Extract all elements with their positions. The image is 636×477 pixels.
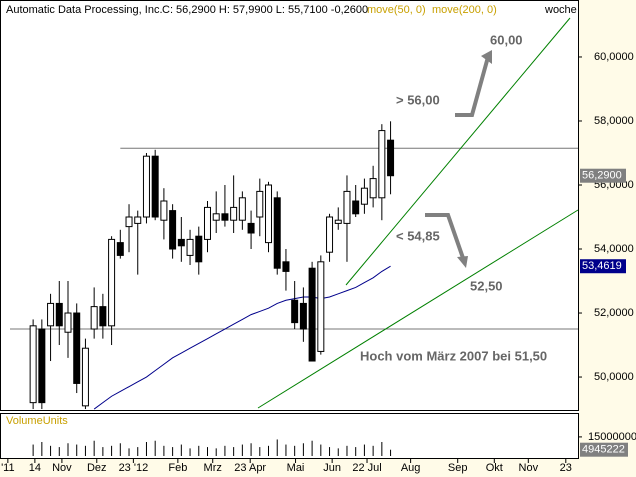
candle-body xyxy=(160,200,168,221)
candle-body xyxy=(125,216,133,228)
candle-body xyxy=(195,235,203,263)
candle-body xyxy=(108,238,116,327)
arrow-head xyxy=(481,50,492,64)
candle-body xyxy=(212,213,220,221)
candle-body xyxy=(256,190,264,218)
y-tick-label: 54,0000 xyxy=(594,243,634,255)
quote: C: 56,2900 H: 57,9900 L: 55,7100 -0,2600 xyxy=(162,4,368,16)
x-tick-label: Aug xyxy=(401,462,421,474)
candle-body xyxy=(55,302,63,327)
arrow-head xyxy=(457,256,468,268)
y-tick-label: 58,0000 xyxy=(594,115,634,127)
candle-body xyxy=(360,187,368,205)
annotation: 60,00 xyxy=(490,32,523,47)
candle-body xyxy=(352,200,360,215)
candle-body xyxy=(38,328,46,404)
axis-strip xyxy=(579,0,636,477)
y-tick-label: 60,0000 xyxy=(594,51,634,63)
trend-line xyxy=(257,209,579,409)
y-tick-label: 52,0000 xyxy=(594,307,634,319)
volume-badge-label: 4945222 xyxy=(582,444,625,456)
price-badge-label: 56,2900 xyxy=(582,170,622,182)
trend-line xyxy=(345,17,571,286)
x-tick-label: 23 xyxy=(560,462,572,474)
candle-body xyxy=(299,302,307,330)
x-tick-label: Mrz xyxy=(204,462,222,474)
x-tick-label: Sep xyxy=(448,462,468,474)
annotation: > 56,00 xyxy=(396,92,440,107)
candle-body xyxy=(203,206,211,240)
x-tick-label: '11 xyxy=(1,462,15,474)
candle-body xyxy=(186,238,194,256)
candle-body xyxy=(47,302,55,327)
candle-body xyxy=(378,130,386,199)
candle-body xyxy=(99,306,107,327)
candle-body xyxy=(177,238,185,247)
volume-label: VolumeUnits xyxy=(6,415,68,427)
candle-body xyxy=(134,216,142,224)
candle-body xyxy=(247,222,255,234)
candle-body xyxy=(116,242,124,256)
annotation: < 54,85 xyxy=(396,228,440,243)
annotation: Hoch vom März 2007 bei 51,50 xyxy=(360,348,547,363)
x-tick-label: Nov xyxy=(52,462,72,474)
price-badge xyxy=(580,259,626,274)
candle-body xyxy=(151,155,159,218)
period: woche xyxy=(544,4,577,16)
arrow xyxy=(455,56,490,117)
candle-body xyxy=(334,219,342,224)
candle-body xyxy=(73,312,81,384)
indicator: move(50, 0) xyxy=(367,4,426,16)
y-tick-label: 15000000 xyxy=(588,431,636,443)
candle-body xyxy=(221,213,229,221)
y-tick-label: 50,0000 xyxy=(594,371,634,383)
candle-body xyxy=(369,178,377,199)
x-tick-label: Dez xyxy=(87,462,107,474)
x-tick-label: Mai xyxy=(287,462,305,474)
candle-body xyxy=(343,190,351,224)
price-badge xyxy=(580,168,626,183)
candle-body xyxy=(326,216,334,253)
candle-body xyxy=(317,261,325,352)
candle-body xyxy=(291,299,299,324)
candle-body xyxy=(230,206,238,221)
chart-title: Automatic Data Processing, Inc. xyxy=(6,4,163,16)
x-tick-label: Okt xyxy=(486,462,503,474)
volume-panel xyxy=(0,413,579,459)
candle-body xyxy=(273,197,281,269)
x-tick-label: Feb xyxy=(168,462,187,474)
volume-badge xyxy=(580,442,628,457)
indicator: move(200, 0) xyxy=(432,4,497,16)
candle-body xyxy=(81,347,89,407)
x-tick-label: 23 Apr xyxy=(234,462,266,474)
x-tick-label: Jun xyxy=(323,462,341,474)
x-tick-label: 23 '12 xyxy=(119,462,149,474)
arrow xyxy=(425,213,465,259)
candle-body xyxy=(29,325,37,404)
x-tick-label: 22 Jul xyxy=(352,462,381,474)
candle-body xyxy=(238,197,246,221)
price-badge-label: 53,4619 xyxy=(582,260,622,272)
price-panel xyxy=(0,0,579,411)
candle-body xyxy=(308,267,316,362)
candle-body xyxy=(169,210,177,250)
candle-body xyxy=(142,155,150,218)
moving-average xyxy=(93,265,391,410)
x-tick-label: Nov xyxy=(519,462,539,474)
candle-body xyxy=(90,306,98,330)
candle-body xyxy=(64,312,72,333)
axis-strip xyxy=(0,459,579,477)
candle-body xyxy=(265,184,273,244)
candle-body xyxy=(387,139,395,177)
annotation: 52,50 xyxy=(470,278,503,293)
x-tick-label: 14 xyxy=(29,462,41,474)
candle-body xyxy=(282,261,290,272)
